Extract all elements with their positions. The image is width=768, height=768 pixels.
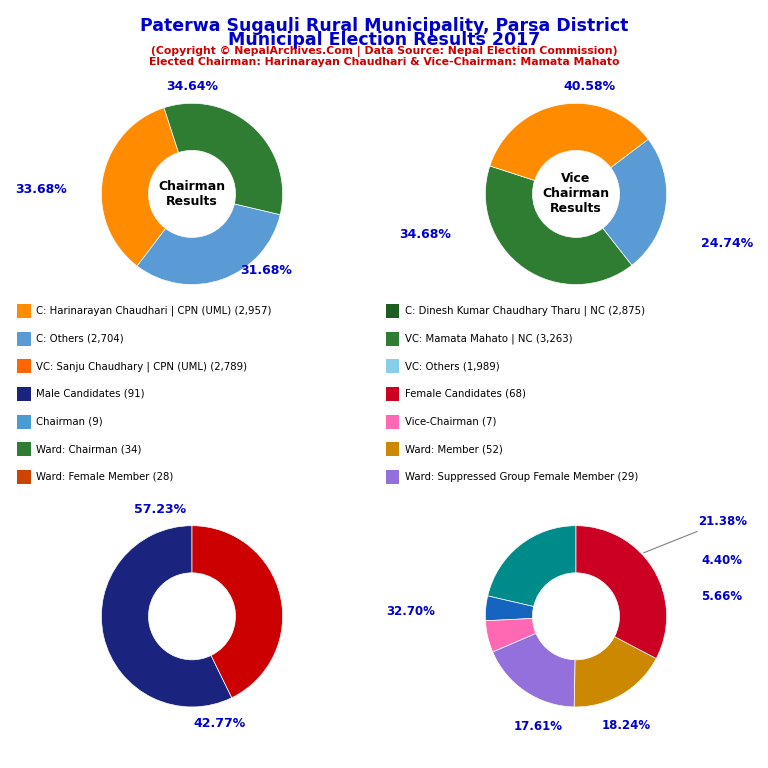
Text: Vice-Chairman (7): Vice-Chairman (7) (405, 416, 496, 427)
Text: 40.58%: 40.58% (564, 81, 616, 94)
Text: 32.70%: 32.70% (386, 605, 435, 618)
Text: Ward: Chairman (34): Ward: Chairman (34) (36, 444, 141, 455)
Text: Paterwa Sugauli Rural Municipality, Parsa District: Paterwa Sugauli Rural Municipality, Pars… (140, 17, 628, 35)
Text: C: Harinarayan Chaudhari | CPN (UML) (2,957): C: Harinarayan Chaudhari | CPN (UML) (2,… (36, 306, 272, 316)
Text: 21.38%: 21.38% (644, 515, 747, 553)
Wedge shape (603, 139, 667, 265)
Wedge shape (192, 525, 283, 698)
Text: 33.68%: 33.68% (15, 183, 67, 196)
Text: 34.64%: 34.64% (166, 81, 218, 94)
Text: (Copyright © NepalArchives.Com | Data Source: Nepal Election Commission): (Copyright © NepalArchives.Com | Data So… (151, 46, 617, 57)
Text: Number of
Candidates
by Gender: Number of Candidates by Gender (153, 595, 231, 637)
Text: 24.74%: 24.74% (701, 237, 753, 250)
Wedge shape (101, 525, 232, 707)
Text: C: Dinesh Kumar Chaudhary Tharu | NC (2,875): C: Dinesh Kumar Chaudhary Tharu | NC (2,… (405, 306, 645, 316)
Wedge shape (485, 166, 632, 284)
Text: Male Candidates (91): Male Candidates (91) (36, 389, 144, 399)
Text: VC: Others (1,989): VC: Others (1,989) (405, 361, 499, 372)
Wedge shape (485, 596, 534, 621)
Wedge shape (101, 108, 178, 266)
Wedge shape (488, 525, 576, 607)
Text: Female Candidates (68): Female Candidates (68) (405, 389, 526, 399)
Text: 42.77%: 42.77% (193, 717, 245, 730)
Text: Ward: Suppressed Group Female Member (29): Ward: Suppressed Group Female Member (29… (405, 472, 638, 482)
Text: Chairman
Results: Chairman Results (158, 180, 226, 208)
Text: Municipal Election Results 2017: Municipal Election Results 2017 (228, 31, 540, 48)
Text: 31.68%: 31.68% (240, 264, 293, 277)
Text: VC: Sanju Chaudhary | CPN (UML) (2,789): VC: Sanju Chaudhary | CPN (UML) (2,789) (36, 361, 247, 372)
Wedge shape (574, 637, 656, 707)
Text: 4.40%: 4.40% (701, 554, 742, 567)
Text: Number of
Candidates
by Positions: Number of Candidates by Positions (535, 595, 617, 637)
Text: Ward: Member (52): Ward: Member (52) (405, 444, 502, 455)
Text: Elected Chairman: Harinarayan Chaudhari & Vice-Chairman: Mamata Mahato: Elected Chairman: Harinarayan Chaudhari … (149, 57, 619, 67)
Text: 18.24%: 18.24% (601, 719, 650, 732)
Text: Vice
Chairman
Results: Vice Chairman Results (542, 173, 610, 215)
Text: 17.61%: 17.61% (514, 720, 562, 733)
Wedge shape (576, 525, 667, 658)
Wedge shape (137, 204, 280, 284)
Text: Ward: Female Member (28): Ward: Female Member (28) (36, 472, 174, 482)
Wedge shape (164, 104, 283, 215)
Wedge shape (493, 634, 575, 707)
Text: 34.68%: 34.68% (399, 228, 451, 241)
Wedge shape (485, 618, 536, 652)
Text: Chairman (9): Chairman (9) (36, 416, 103, 427)
Wedge shape (490, 104, 648, 180)
Text: C: Others (2,704): C: Others (2,704) (36, 333, 124, 344)
Text: VC: Mamata Mahato | NC (3,263): VC: Mamata Mahato | NC (3,263) (405, 333, 572, 344)
Text: 57.23%: 57.23% (134, 503, 187, 516)
Text: 5.66%: 5.66% (701, 590, 742, 603)
